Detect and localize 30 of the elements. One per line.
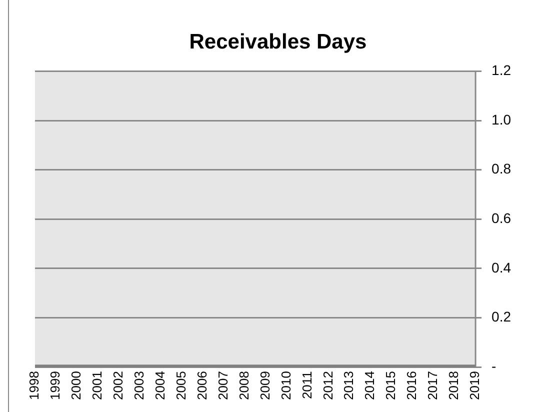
x-tick-label: 1998 <box>26 371 42 400</box>
chart-title: Receivables Days <box>189 30 367 54</box>
y-tick-label: 1.2 <box>492 62 512 78</box>
x-tick-label: 1999 <box>48 371 63 400</box>
x-tick-label: 2018 <box>446 371 462 400</box>
x-tick-label: 2000 <box>68 371 84 400</box>
y-tick-label: 0.2 <box>492 308 512 325</box>
x-tick-label: 2016 <box>404 371 420 400</box>
y-tick-label: 0.6 <box>492 210 512 226</box>
x-tick-label: 2006 <box>194 371 210 400</box>
y-tick-label: 0.4 <box>492 259 512 276</box>
x-tick-label: 2008 <box>236 371 252 400</box>
y-tick-label: 1.0 <box>492 111 512 128</box>
x-tick-label: 2013 <box>341 371 356 400</box>
x-tick-label: 2010 <box>278 371 294 400</box>
x-tick-label: 2002 <box>110 371 126 400</box>
x-tick-label: 2009 <box>257 371 272 400</box>
x-tick-label: 2011 <box>299 371 314 400</box>
y-tick-label: 0.8 <box>492 160 512 177</box>
x-tick-label: 2005 <box>173 371 188 400</box>
y-tick-label: - <box>492 358 497 374</box>
x-tick-label: 2004 <box>152 371 168 400</box>
x-tick-label: 2014 <box>362 371 378 400</box>
x-tick-label: 2007 <box>215 371 230 400</box>
x-tick-label: 2012 <box>320 371 336 400</box>
x-tick-label: 2003 <box>131 371 146 400</box>
x-tick-label: 2015 <box>383 371 398 400</box>
x-tick-label: 2001 <box>90 371 105 400</box>
x-tick-label: 2019 <box>467 371 482 400</box>
x-tick-label: 2017 <box>425 371 440 400</box>
